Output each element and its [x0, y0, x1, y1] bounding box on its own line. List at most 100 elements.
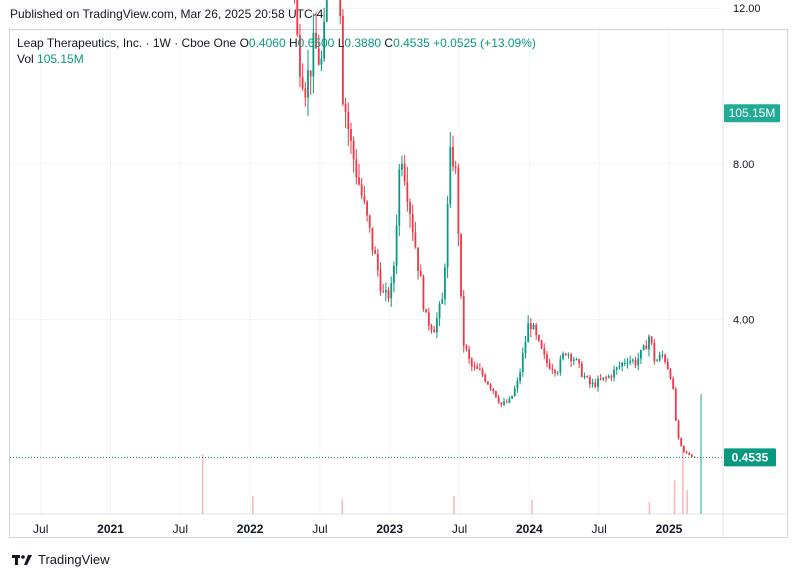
- symbol-title[interactable]: Leap Therapeutics, Inc. · 1W · Cboe One: [17, 36, 237, 50]
- candle-body: [497, 397, 500, 403]
- candle-body: [685, 451, 688, 453]
- candle-body: [613, 369, 615, 378]
- candle-body: [441, 299, 444, 304]
- candle-body: [473, 366, 476, 368]
- candle-body: [374, 250, 377, 254]
- candle-body: [363, 195, 366, 202]
- candle-body: [476, 366, 479, 369]
- candle-body: [484, 375, 487, 382]
- candle-body: [691, 454, 693, 457]
- y-tick-label: 8.00: [733, 159, 754, 171]
- candle-body: [682, 445, 685, 452]
- candle-body: [446, 204, 449, 268]
- open-label: O: [239, 36, 249, 50]
- low-value: 0.3880: [344, 36, 382, 50]
- open-value: 0.4060: [248, 36, 286, 50]
- candle-body: [607, 376, 610, 378]
- candle-body: [323, 21, 326, 59]
- candle-body: [642, 345, 645, 350]
- publish-info: Published on TradingView.com, Mar 26, 20…: [10, 7, 324, 21]
- candle-body: [350, 129, 352, 141]
- candle-body: [339, 0, 342, 16]
- last-price-badge: [724, 448, 776, 467]
- candle-body: [562, 353, 564, 359]
- change-value: +0.0525 (+13.09%): [433, 36, 536, 50]
- candle-body: [301, 76, 304, 89]
- volume-bar: [682, 448, 684, 514]
- x-tick-label: 2025: [656, 522, 683, 536]
- candle-body: [452, 147, 454, 167]
- close-label: C: [384, 36, 394, 50]
- candle-body: [513, 388, 516, 396]
- volume-bar: [252, 496, 254, 514]
- legend-volume-row: Vol 105.15M: [17, 51, 536, 67]
- candle-body: [650, 336, 653, 343]
- candle-body: [393, 265, 395, 284]
- candle-body: [457, 167, 460, 234]
- candle-body: [597, 378, 599, 387]
- candle-body: [666, 361, 669, 370]
- x-tick-label: 2021: [97, 522, 124, 536]
- candle-body: [570, 354, 573, 361]
- candle-body: [347, 112, 350, 130]
- candle-body: [559, 358, 562, 373]
- candle-body: [358, 177, 360, 185]
- candle-body: [379, 270, 382, 292]
- volume-label: Vol: [17, 52, 34, 66]
- candle-body: [486, 381, 489, 385]
- candle-body: [658, 354, 661, 361]
- tradingview-logo-icon: [12, 554, 32, 565]
- x-tick-label: 2022: [237, 522, 264, 536]
- candle-body: [360, 184, 363, 196]
- high-value: 0.6500: [297, 36, 335, 50]
- volume-bar: [453, 496, 455, 514]
- candle-body: [551, 368, 554, 371]
- candle-body: [444, 267, 446, 300]
- candle-body: [567, 354, 570, 356]
- candle-body: [315, 32, 317, 49]
- y-tick-label: 12.00: [733, 3, 761, 15]
- candle-body: [438, 303, 441, 319]
- chart-frame: [9, 29, 788, 538]
- candle-body: [435, 318, 438, 333]
- candle-body: [623, 362, 626, 364]
- candle-body: [672, 378, 675, 389]
- candle-body: [656, 360, 658, 362]
- high-label: H: [288, 36, 298, 50]
- candle-body: [368, 215, 371, 228]
- candle-body: [535, 324, 538, 336]
- chart-legend: Leap Therapeutics, Inc. · 1W · Cboe One …: [17, 35, 536, 67]
- volume-axis-label: 105.15M: [729, 106, 776, 120]
- candle-body: [586, 376, 589, 378]
- footer-brand-text: TradingView: [38, 552, 110, 567]
- candle-body: [299, 34, 301, 77]
- candle-body: [317, 48, 320, 65]
- candle-body: [548, 363, 551, 369]
- candle-body: [537, 335, 540, 341]
- candle-body: [390, 283, 393, 299]
- candle-body: [540, 340, 543, 349]
- candle-body: [406, 181, 409, 202]
- legend-ohlc-row: Leap Therapeutics, Inc. · 1W · Cboe One …: [17, 35, 536, 51]
- candle-body: [462, 295, 465, 346]
- candle-body: [384, 290, 387, 293]
- candle-body: [427, 312, 430, 326]
- candles-group: [294, 0, 696, 458]
- x-tick-label: Jul: [312, 522, 327, 536]
- candle-body: [511, 395, 513, 399]
- low-label: L: [337, 36, 345, 50]
- candle-body: [503, 401, 505, 405]
- x-tick-label: Jul: [33, 522, 48, 536]
- candle-body: [677, 420, 680, 438]
- candle-body: [645, 345, 648, 350]
- candle-body: [414, 232, 417, 248]
- candle-body: [680, 437, 683, 446]
- candle-body: [546, 354, 548, 364]
- candle-body: [631, 359, 634, 361]
- candle-body: [395, 225, 398, 266]
- candle-body: [605, 377, 607, 379]
- candle-body: [575, 359, 578, 361]
- candle-body: [589, 377, 591, 385]
- x-tick-label: Jul: [452, 522, 467, 536]
